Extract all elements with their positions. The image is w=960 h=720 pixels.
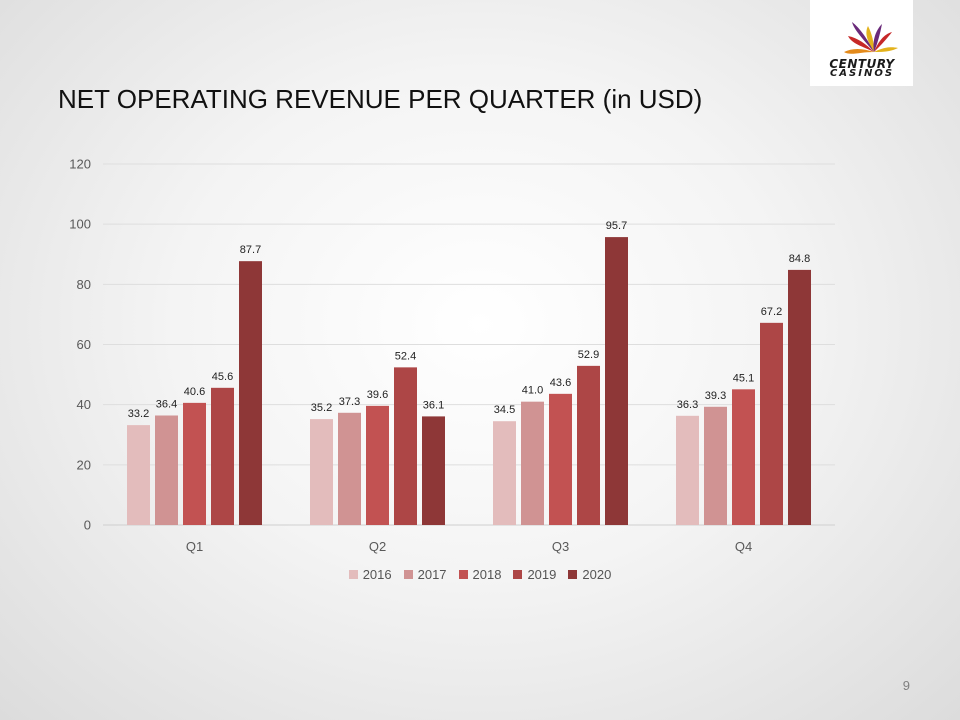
bar <box>183 402 206 525</box>
company-logo: CENTURY CASINOS <box>810 0 913 86</box>
data-label: 45.6 <box>212 371 233 383</box>
y-tick-label: 60 <box>77 337 91 352</box>
legend-label: 2020 <box>582 567 612 582</box>
data-label: 95.7 <box>606 220 627 232</box>
legend-item: 2017 <box>403 567 447 582</box>
legend-label: 2019 <box>527 567 557 582</box>
data-label: 39.6 <box>367 389 388 401</box>
y-tick-label: 100 <box>69 217 91 232</box>
legend-swatch <box>568 570 578 579</box>
data-label: 52.9 <box>578 349 599 361</box>
legend-swatch <box>513 570 523 579</box>
data-label: 84.8 <box>789 253 810 265</box>
bar <box>493 421 516 525</box>
data-label: 43.6 <box>550 377 571 389</box>
legend-swatch <box>458 570 468 579</box>
data-label: 36.4 <box>156 398 177 410</box>
bar <box>211 387 234 525</box>
data-label: 67.2 <box>761 306 782 318</box>
bar <box>577 365 600 525</box>
bar <box>732 389 755 525</box>
legend-item: 2019 <box>513 567 556 582</box>
bar <box>155 415 178 525</box>
logo-burst-icon <box>844 22 898 54</box>
bar <box>521 401 544 525</box>
y-tick-label: 80 <box>77 277 91 292</box>
legend-item: 2020 <box>568 567 611 582</box>
y-tick-label: 0 <box>84 518 91 533</box>
data-label: 35.2 <box>311 402 332 414</box>
bar <box>394 367 417 525</box>
data-label: 52.4 <box>395 350 416 362</box>
bar <box>310 419 333 525</box>
data-label: 36.1 <box>423 399 444 411</box>
logo-wordmark-casinos: CASINOS <box>829 68 895 79</box>
bar <box>127 425 150 525</box>
x-tick-label: Q3 <box>552 539 569 554</box>
bar <box>338 412 361 525</box>
legend-label: 2016 <box>362 567 392 582</box>
x-tick-label: Q1 <box>186 539 203 554</box>
data-label: 40.6 <box>184 386 205 398</box>
data-label: 39.3 <box>705 390 726 402</box>
data-label: 34.5 <box>494 404 515 416</box>
bar <box>239 261 262 525</box>
legend-swatch <box>403 570 413 579</box>
bar-chart: 0 20 40 60 80 100 120 33.2 36.4 40.6 45.6 87.7 Q1 35.… <box>69 157 835 554</box>
x-tick-label: Q4 <box>735 539 752 554</box>
bar <box>605 237 628 526</box>
page-title: NET OPERATING REVENUE PER QUARTER (in US… <box>58 84 703 114</box>
bar <box>704 406 727 525</box>
bar <box>760 322 783 525</box>
legend-item: 2016 <box>348 567 392 582</box>
data-label: 37.3 <box>339 396 360 408</box>
data-label: 33.2 <box>128 408 149 420</box>
data-label: 36.3 <box>677 399 698 411</box>
bar <box>788 269 811 525</box>
legend-item: 2018 <box>458 567 502 582</box>
data-label: 41.0 <box>522 385 543 397</box>
bar <box>676 415 699 525</box>
chart-legend: 2016 2017 2018 2019 2020 <box>0 567 960 582</box>
legend-label: 2018 <box>472 567 502 582</box>
y-tick-label: 40 <box>77 397 91 412</box>
data-label: 45.1 <box>733 372 754 384</box>
logo-wordmark-century: CENTURY <box>829 57 895 71</box>
data-label: 87.7 <box>240 244 261 256</box>
bar <box>366 405 389 525</box>
bar <box>549 393 572 525</box>
bar <box>422 416 445 525</box>
page-number: 9 <box>902 678 910 693</box>
y-tick-label: 120 <box>69 157 91 172</box>
x-tick-label: Q2 <box>369 539 386 554</box>
y-tick-label: 20 <box>77 457 91 472</box>
legend-swatch <box>348 570 358 579</box>
legend-label: 2017 <box>417 567 447 582</box>
